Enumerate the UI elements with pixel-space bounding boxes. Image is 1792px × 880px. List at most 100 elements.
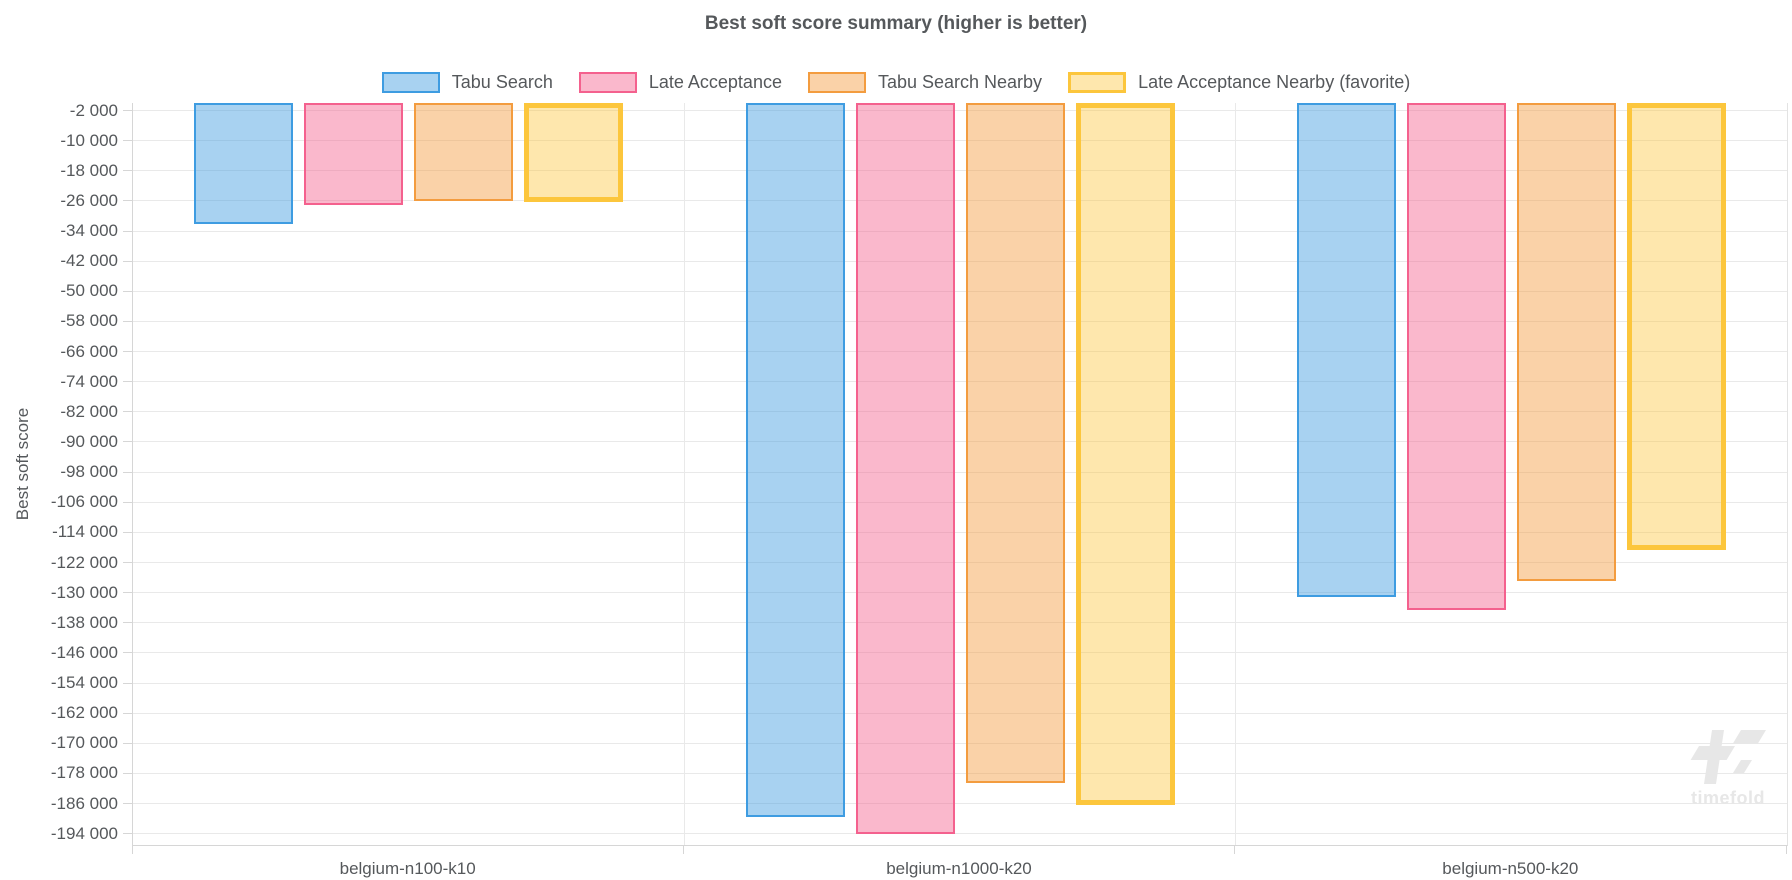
y-gridline xyxy=(133,441,1787,443)
bar-belgium-n1000-k20-series-3[interactable] xyxy=(965,103,1065,784)
y-gridline xyxy=(133,592,1787,594)
y-tick-mark xyxy=(123,351,132,353)
legend-swatch xyxy=(1068,72,1127,93)
x-tick-mark xyxy=(1785,846,1787,854)
y-tick-mark xyxy=(123,833,132,835)
y-tick-mark xyxy=(123,501,132,503)
y-tick-mark xyxy=(123,652,132,654)
y-tick-label: -178 000 xyxy=(50,763,118,783)
y-gridline xyxy=(133,531,1787,533)
y-gridline xyxy=(133,562,1787,563)
y-gridline xyxy=(133,200,1787,202)
legend-label: Tabu Search xyxy=(451,72,553,92)
legend-item-3[interactable]: Tabu Search Nearby xyxy=(807,72,1043,93)
y-tick-label: -170 000 xyxy=(50,733,118,753)
bar-belgium-n500-k20-series-1[interactable] xyxy=(1296,103,1396,598)
y-gridline xyxy=(133,110,1787,112)
y-gridline xyxy=(133,803,1787,805)
y-tick-label: -186 000 xyxy=(50,793,118,813)
y-gridline xyxy=(133,501,1787,503)
y-tick-label: -74 000 xyxy=(60,371,118,391)
y-gridline xyxy=(133,320,1787,322)
y-tick-mark xyxy=(123,170,132,172)
bar-belgium-n500-k20-series-2[interactable] xyxy=(1406,103,1506,610)
y-tick-label: -194 000 xyxy=(50,823,118,843)
legend-swatch xyxy=(381,72,440,93)
x-category-label: belgium-n500-k20 xyxy=(1442,859,1579,878)
y-tick-label: -34 000 xyxy=(60,221,118,241)
y-tick-mark xyxy=(123,592,132,594)
bar-belgium-n500-k20-series-3[interactable] xyxy=(1516,103,1616,581)
y-tick-mark xyxy=(123,260,132,262)
watermark-text: timefold xyxy=(1691,788,1765,808)
y-tick-mark xyxy=(123,471,132,473)
legend-item-2[interactable]: Late Acceptance xyxy=(578,72,782,93)
y-tick-label: -26 000 xyxy=(60,190,118,210)
y-gridline xyxy=(133,230,1787,232)
y-tick-label: -154 000 xyxy=(50,673,118,693)
x-category-label: belgium-n1000-k20 xyxy=(886,859,1032,878)
y-tick-label: -98 000 xyxy=(60,462,118,482)
legend-item-1[interactable]: Tabu Search xyxy=(381,72,553,93)
y-tick-mark xyxy=(123,290,132,292)
legend-swatch xyxy=(807,72,866,93)
y-gridline xyxy=(133,351,1787,353)
y-tick-label: -66 000 xyxy=(60,341,118,361)
y-tick-mark xyxy=(123,230,132,232)
y-tick-mark xyxy=(123,562,132,563)
x-tick-mark xyxy=(682,846,684,854)
y-tick-mark xyxy=(123,200,132,202)
y-gridline xyxy=(133,682,1787,684)
y-tick-mark xyxy=(123,110,132,112)
y-tick-label: -122 000 xyxy=(50,552,118,572)
y-tick-label: -10 000 xyxy=(60,130,118,150)
bar-belgium-n1000-k20-series-2[interactable] xyxy=(855,103,955,835)
y-tick-mark xyxy=(123,441,132,443)
y-gridline xyxy=(133,140,1787,142)
category-separator xyxy=(1235,103,1237,845)
y-tick-label: -18 000 xyxy=(60,160,118,180)
bar-belgium-n1000-k20-series-1[interactable] xyxy=(745,103,845,818)
y-tick-label: -58 000 xyxy=(60,311,118,331)
y-gridline xyxy=(133,652,1787,654)
y-tick-mark xyxy=(123,742,132,744)
y-tick-label: -146 000 xyxy=(50,642,118,662)
y-tick-mark xyxy=(123,712,132,714)
y-tick-mark xyxy=(123,803,132,805)
y-tick-label: -162 000 xyxy=(50,703,118,723)
watermark: timefold xyxy=(1648,728,1792,809)
y-tick-label: -50 000 xyxy=(60,281,118,301)
y-gridline xyxy=(133,260,1787,262)
bar-belgium-n1000-k20-series-4[interactable] xyxy=(1075,103,1175,805)
y-tick-label: -138 000 xyxy=(50,612,118,632)
bar-belgium-n500-k20-series-4[interactable] xyxy=(1626,103,1726,551)
bar-belgium-n100-k10-series-4[interactable] xyxy=(524,103,624,202)
y-tick-label: -130 000 xyxy=(50,582,118,602)
bar-belgium-n100-k10-series-2[interactable] xyxy=(304,103,404,206)
y-gridline xyxy=(133,742,1787,744)
y-tick-mark xyxy=(123,531,132,533)
legend-label: Tabu Search Nearby xyxy=(877,72,1043,92)
y-tick-mark xyxy=(123,772,132,774)
chart-title: Best soft score summary (higher is bette… xyxy=(704,13,1088,34)
y-tick-label: -82 000 xyxy=(60,401,118,421)
y-gridline xyxy=(133,772,1787,774)
y-gridline xyxy=(133,411,1787,413)
legend-item-4[interactable]: Late Acceptance Nearby (favorite) xyxy=(1068,72,1410,93)
y-tick-mark xyxy=(123,381,132,383)
x-tick-mark xyxy=(1234,846,1236,854)
y-gridline xyxy=(133,170,1787,172)
y-tick-label: -90 000 xyxy=(60,431,118,451)
bar-belgium-n100-k10-series-1[interactable] xyxy=(194,103,294,224)
y-tick-mark xyxy=(123,140,132,142)
y-tick-mark xyxy=(123,682,132,684)
legend: Tabu Search Late Acceptance Tabu Search Ne… xyxy=(0,72,1792,93)
x-category-label: belgium-n100-k10 xyxy=(339,859,476,878)
y-gridline xyxy=(133,471,1787,473)
plot-area xyxy=(132,103,1788,846)
y-tick-mark xyxy=(123,622,132,624)
y-tick-label: -114 000 xyxy=(52,522,118,542)
y-gridline xyxy=(133,381,1787,383)
bar-belgium-n100-k10-series-3[interactable] xyxy=(414,103,514,201)
